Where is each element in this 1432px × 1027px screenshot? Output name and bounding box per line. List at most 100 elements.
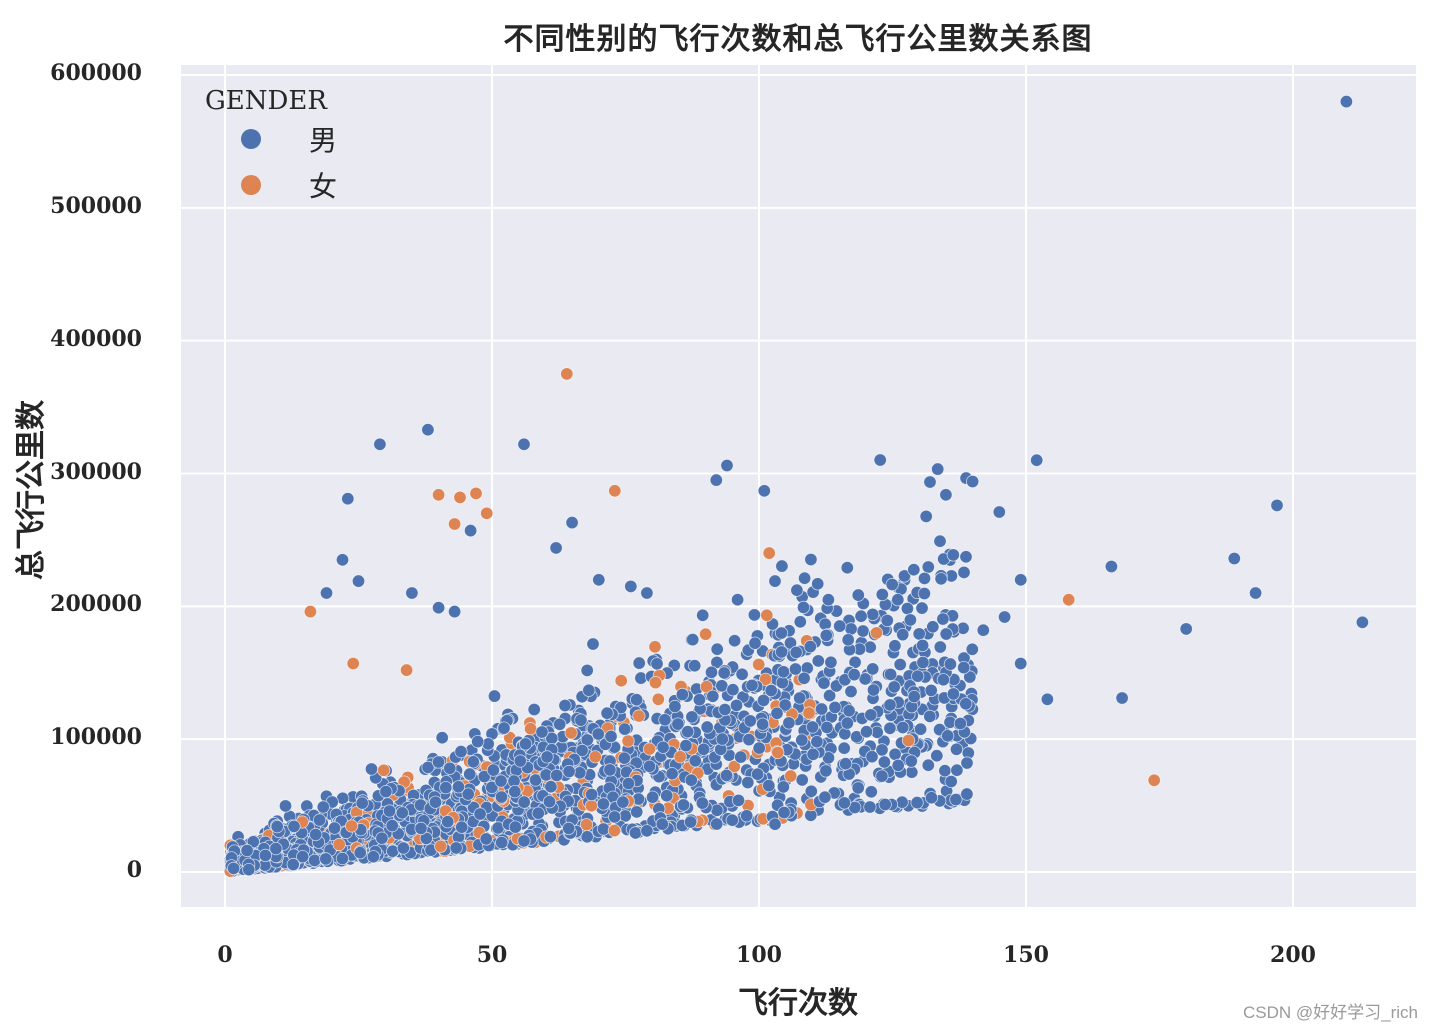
- point-male: [889, 748, 901, 760]
- point-female: [589, 751, 601, 763]
- point-male: [937, 674, 949, 686]
- point-male: [855, 610, 867, 622]
- point-male: [495, 775, 507, 787]
- point-male: [834, 620, 846, 632]
- point-male: [617, 796, 629, 808]
- point-male: [605, 730, 617, 742]
- point-male: [746, 679, 758, 691]
- legend-marker-female-icon: [241, 175, 261, 195]
- point-male: [922, 561, 934, 573]
- point-male: [958, 566, 970, 578]
- point-male: [796, 734, 808, 746]
- point-male: [583, 684, 595, 696]
- point-male: [775, 627, 787, 639]
- point-male: [879, 798, 891, 810]
- point-male: [440, 781, 452, 793]
- point-male: [646, 791, 658, 803]
- point-male: [860, 726, 872, 738]
- point-male: [544, 831, 556, 843]
- point-male: [597, 823, 609, 835]
- point-male: [892, 594, 904, 606]
- point-male: [743, 733, 755, 745]
- point-male: [259, 849, 271, 861]
- point-female: [608, 824, 620, 836]
- point-male: [680, 739, 692, 751]
- point-male: [867, 684, 879, 696]
- point-male: [518, 835, 530, 847]
- point-male: [842, 634, 854, 646]
- point-male: [916, 639, 928, 651]
- point-male: [874, 454, 886, 466]
- point-male: [604, 764, 616, 776]
- point-male: [1041, 693, 1053, 705]
- point-male: [287, 858, 299, 870]
- point-male: [386, 819, 398, 831]
- point-male: [705, 666, 717, 678]
- point-male: [1249, 587, 1261, 599]
- point-male: [914, 723, 926, 735]
- point-female: [435, 840, 447, 852]
- y-tick-label: 500000: [50, 193, 142, 219]
- point-male: [551, 769, 563, 781]
- point-male: [456, 821, 468, 833]
- point-male: [839, 728, 851, 740]
- point-male: [947, 688, 959, 700]
- point-male: [889, 640, 901, 652]
- point-male: [1105, 560, 1117, 572]
- point-male: [876, 770, 888, 782]
- legend-title: GENDER: [205, 86, 337, 116]
- point-male: [736, 668, 748, 680]
- point-male: [480, 833, 492, 845]
- point-male: [897, 721, 909, 733]
- point-female: [454, 491, 466, 503]
- point-male: [913, 628, 925, 640]
- x-tick-label: 50: [477, 942, 508, 968]
- point-male: [313, 814, 325, 826]
- legend-item-male: 男: [241, 116, 337, 162]
- point-female: [448, 518, 460, 530]
- x-axis-label: 飞行次数: [738, 978, 858, 1022]
- y-tick-label: 0: [127, 857, 142, 883]
- point-male: [716, 680, 728, 692]
- point-male: [906, 766, 918, 778]
- point-male: [918, 587, 930, 599]
- point-male: [380, 785, 392, 797]
- point-male: [608, 811, 620, 823]
- point-male: [587, 638, 599, 650]
- point-male: [622, 777, 634, 789]
- point-male: [966, 475, 978, 487]
- point-male: [467, 756, 479, 768]
- point-male: [977, 624, 989, 636]
- point-male: [886, 578, 898, 590]
- point-male: [659, 714, 671, 726]
- point-female: [649, 676, 661, 688]
- point-male: [917, 656, 929, 668]
- point-male: [765, 684, 777, 696]
- x-tick-label: 0: [217, 942, 232, 968]
- point-male: [776, 560, 788, 572]
- point-male: [940, 489, 952, 501]
- point-male: [775, 646, 787, 658]
- point-male: [845, 685, 857, 697]
- point-male: [771, 707, 783, 719]
- point-male: [815, 703, 827, 715]
- point-male: [867, 663, 879, 675]
- point-male: [241, 844, 253, 856]
- y-tick-label: 200000: [50, 591, 142, 617]
- point-male: [514, 755, 526, 767]
- point-male: [812, 655, 824, 667]
- point-female: [649, 641, 661, 653]
- point-male: [686, 711, 698, 723]
- point-male: [812, 578, 824, 590]
- point-male: [1228, 552, 1240, 564]
- point-male: [960, 698, 972, 710]
- point-male: [320, 587, 332, 599]
- point-male: [450, 842, 462, 854]
- point-male: [888, 681, 900, 693]
- point-male: [629, 827, 641, 839]
- point-male: [669, 700, 681, 712]
- point-male: [488, 690, 500, 702]
- point-male: [894, 658, 906, 670]
- point-male: [643, 760, 655, 772]
- point-male: [597, 798, 609, 810]
